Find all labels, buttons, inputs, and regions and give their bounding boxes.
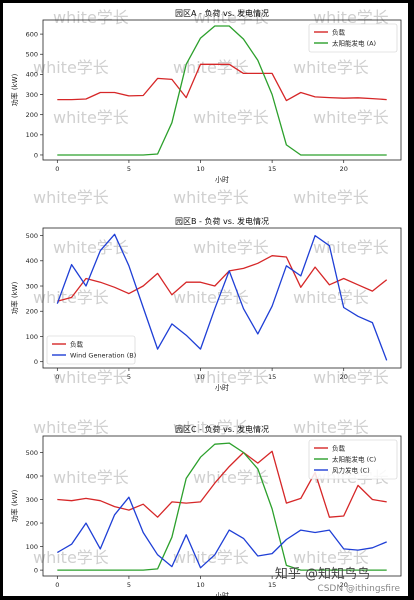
legend-label: 负载 xyxy=(332,27,346,36)
y-tick-label: 500 xyxy=(26,449,38,457)
x-tick-label: 5 xyxy=(127,581,131,589)
axes-frame xyxy=(42,227,402,369)
series-line xyxy=(57,442,387,571)
watermark-text: white学长 xyxy=(293,58,369,77)
x-tick-label: 15 xyxy=(268,165,276,173)
legend-label: 负载 xyxy=(332,443,346,452)
y-tick-label: 400 xyxy=(26,71,38,79)
watermark-text: white学长 xyxy=(193,468,269,487)
watermark-text: white学长 xyxy=(313,108,389,127)
legend-box xyxy=(46,335,136,365)
y-axis-label: 功率 (kW) xyxy=(10,73,19,106)
watermark-text: white学长 xyxy=(193,8,269,27)
y-tick-label: 300 xyxy=(26,91,38,99)
x-tick-label: 5 xyxy=(127,373,131,381)
watermark-text: white学长 xyxy=(293,548,369,567)
x-tick-label: 20 xyxy=(340,581,348,589)
watermark-text: white学长 xyxy=(53,108,129,127)
y-tick-label: 100 xyxy=(26,543,38,551)
axes-frame xyxy=(42,435,402,577)
y-tick-label: 200 xyxy=(26,308,38,316)
watermark-text: white学长 xyxy=(313,238,389,257)
watermark-text: white学长 xyxy=(33,188,109,207)
y-tick-label: 200 xyxy=(26,519,38,527)
y-tick-label: 200 xyxy=(26,111,38,119)
watermark-text: white学长 xyxy=(193,238,269,257)
series-line xyxy=(57,450,387,518)
csdn-credit: CSDN @ithingsfire xyxy=(317,584,400,594)
y-tick-label: 0 xyxy=(34,151,38,159)
x-tick-label: 0 xyxy=(55,373,59,381)
x-tick-label: 0 xyxy=(55,581,59,589)
y-tick-label: 0 xyxy=(34,566,38,574)
axes-frame xyxy=(42,19,402,161)
legend-label: 太阳能发电 (C) xyxy=(332,454,376,463)
watermark-text: white学长 xyxy=(173,58,249,77)
y-tick-label: 500 xyxy=(26,51,38,59)
watermark-text: white学长 xyxy=(53,368,129,387)
legend-label: 负载 xyxy=(70,339,84,348)
x-tick-label: 10 xyxy=(196,581,204,589)
series-line xyxy=(56,496,387,569)
watermark-text: white学长 xyxy=(33,58,109,77)
x-tick-label: 15 xyxy=(268,581,276,589)
legend-label: Wind Generation (B) xyxy=(70,351,136,359)
watermark-text: white学长 xyxy=(33,548,109,567)
chart-title: 园区C - 负荷 vs. 发电情况 xyxy=(175,424,269,434)
watermark-text: white学长 xyxy=(293,288,369,307)
legend-label: 太阳能发电 (A) xyxy=(332,38,376,47)
chart-figure: white学长 white学长 white学长 white学长 white学长 white… xyxy=(10,8,402,600)
watermark-text: white学长 xyxy=(293,188,369,207)
chart-title: 园区A - 负荷 vs. 发电情况 xyxy=(175,8,269,18)
y-tick-label: 100 xyxy=(26,333,38,341)
figure-frame: white学长 white学长 white学长 white学长 white学长 white… xyxy=(3,3,408,600)
watermark-text: white学长 xyxy=(33,418,109,437)
chart-title: 园区B - 负荷 vs. 发电情况 xyxy=(175,216,269,226)
x-tick-label: 15 xyxy=(268,373,276,381)
watermark-text: white学长 xyxy=(53,238,129,257)
series-line xyxy=(57,255,388,302)
series-line xyxy=(56,233,388,361)
y-tick-label: 0 xyxy=(34,358,38,366)
y-tick-label: 600 xyxy=(26,30,38,38)
series-line xyxy=(57,63,387,102)
x-tick-label: 20 xyxy=(340,373,348,381)
watermark-text: white学长 xyxy=(313,368,389,387)
y-axis-label: 功率 (kW) xyxy=(10,489,19,522)
x-tick-label: 10 xyxy=(196,373,204,381)
y-tick-label: 500 xyxy=(26,232,38,240)
x-tick-label: 0 xyxy=(55,165,59,173)
y-tick-label: 300 xyxy=(26,496,38,504)
x-axis-label: 小时 xyxy=(215,383,229,392)
watermark-text: white学长 xyxy=(193,108,269,127)
watermark-text: white学长 xyxy=(173,288,249,307)
watermark-text: white学长 xyxy=(313,8,389,27)
legend-box xyxy=(308,23,398,53)
y-tick-label: 300 xyxy=(26,282,38,290)
x-axis-label: 小时 xyxy=(215,591,229,596)
legend-box xyxy=(308,439,398,480)
x-tick-label: 5 xyxy=(127,165,131,173)
x-tick-label: 10 xyxy=(196,165,204,173)
series-line xyxy=(57,25,387,156)
y-axis-label: 功率 (kW) xyxy=(10,281,19,314)
watermark-text: white学长 xyxy=(53,8,129,27)
legend-label: 风力发电 (C) xyxy=(332,465,370,474)
x-axis-label: 小时 xyxy=(215,175,229,184)
watermark-text: white学长 xyxy=(193,368,269,387)
watermark-text: white学长 xyxy=(293,418,369,437)
y-tick-label: 100 xyxy=(26,131,38,139)
zhihu-credit: 知乎 @知知鸟鸟 xyxy=(274,567,370,582)
x-tick-label: 20 xyxy=(340,165,348,173)
watermark-text: white学长 xyxy=(173,418,249,437)
y-tick-label: 400 xyxy=(26,472,38,480)
watermark-text: white学长 xyxy=(173,188,249,207)
watermark-text: white学长 xyxy=(53,468,129,487)
y-tick-label: 400 xyxy=(26,257,38,265)
